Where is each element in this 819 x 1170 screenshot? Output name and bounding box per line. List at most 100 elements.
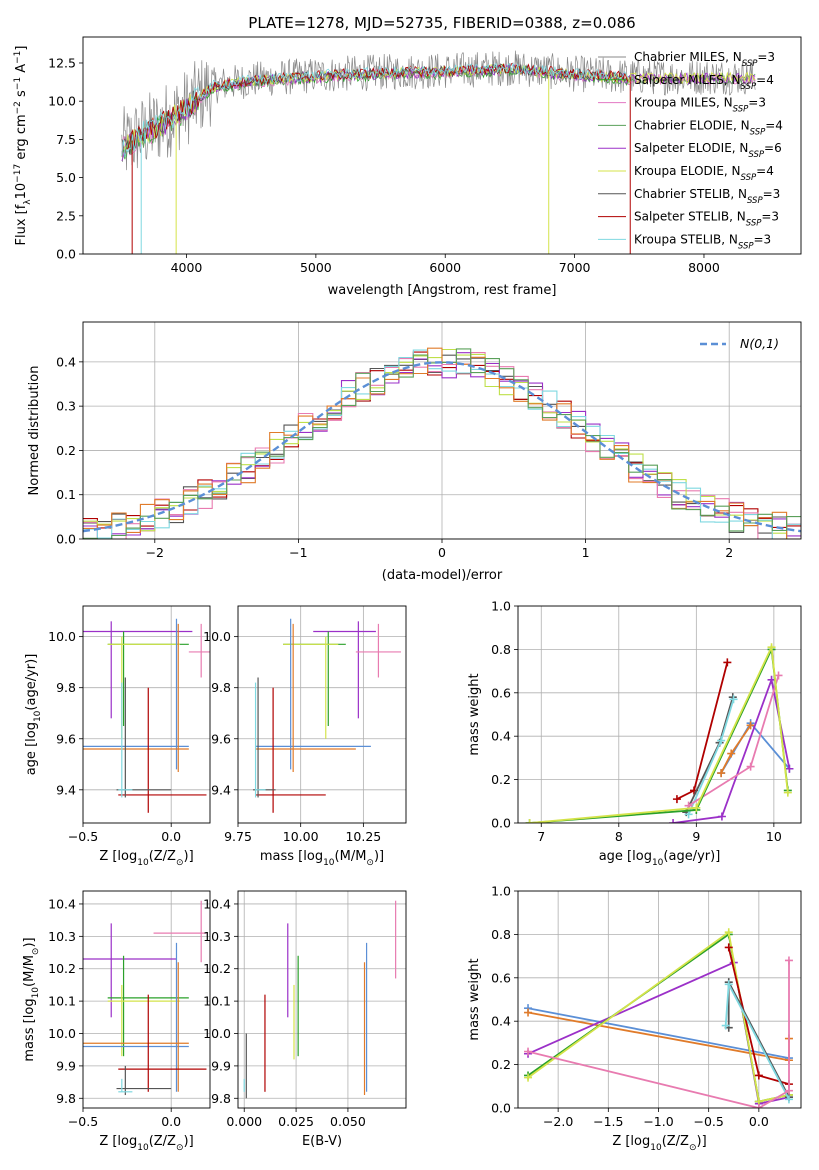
y-tick-label: 1.0 (491, 599, 511, 614)
legend-suffix: =4 (765, 118, 783, 132)
legend-entry: Salpeter ELODIE, NSSP=6 (634, 141, 782, 160)
label-part: A (14, 64, 29, 77)
label-part: Normed distribution (27, 366, 42, 496)
legend-suffix: =4 (756, 73, 774, 87)
label-part: )] (710, 849, 720, 864)
y-tick-label: 0.2 (491, 772, 511, 787)
label-part: ⊙ (31, 948, 41, 956)
legend-name: Salpeter MILES, N (634, 73, 741, 87)
x-tick-label: 0 (438, 545, 446, 560)
mass-weight-point (717, 812, 726, 821)
residual-histogram-step (83, 354, 801, 539)
mass-weight-line (527, 930, 790, 1103)
y-tick-label: 0.8 (491, 927, 511, 942)
x-tick-label: 0.050 (330, 1114, 366, 1129)
mass-weight-point (525, 819, 534, 823)
mass-weight-point (784, 956, 793, 965)
model-spectrum-line (121, 62, 629, 158)
label-part: −2 (13, 101, 23, 114)
label-part: ⊙ (176, 1143, 184, 1153)
x-tick-label: 9 (692, 829, 700, 844)
y-tick-label: 9.6 (56, 731, 76, 746)
legend-name: Salpeter STELIB, N (634, 210, 746, 224)
age-vs-mass-panel: 9.75 10.00 10.25 9.4 9.6 9.8 10.0 mass [log10(M… (203, 605, 407, 868)
x-axis-label: Z [log10(Z/Z⊙)] (99, 1134, 193, 1153)
mass-weight-point (669, 819, 678, 823)
mass-weight-point (723, 658, 732, 667)
x-axis-label: age [log10(age/yr)] (599, 849, 721, 868)
y-tick-label: 10.2 (48, 961, 76, 976)
y-tick-label: 9.8 (211, 680, 231, 695)
legend-entry: Chabrier MILES, NSSP=3 (634, 50, 775, 69)
label-part: 10 (31, 987, 41, 999)
y-tick-label: 1.0 (491, 884, 511, 899)
label-part: (Z/Z (149, 849, 176, 864)
mass-weight-point (717, 769, 726, 778)
legend-entry: Salpeter MILES, NSSP=4 (634, 73, 774, 92)
legend-suffix: =3 (763, 187, 781, 201)
x-tick-label: −2.0 (543, 1114, 573, 1129)
legend-entry: Chabrier STELIB, NSSP=3 (634, 187, 780, 206)
label-part: mass weight (467, 958, 482, 1040)
observed-spectrum-line (121, 50, 756, 171)
mass-weight-point (746, 721, 755, 730)
y-tick-label: 10.0 (203, 629, 231, 644)
legend-entry: Kroupa ELODIE, NSSP=4 (634, 164, 774, 183)
y-tick-label: 0.3 (56, 399, 76, 414)
label-part: −1 (13, 77, 23, 90)
mass-weight-line (527, 1007, 790, 1059)
legend-sub: SSP (741, 82, 757, 92)
label-part: age/yr (24, 663, 39, 705)
label-part: −17 (13, 164, 23, 183)
axes-frame (237, 605, 407, 824)
x-tick-label: 7 (537, 829, 545, 844)
label-part: )] (697, 1134, 707, 1149)
legend-sub: SSP (741, 173, 757, 183)
x-tick-label: 0.0 (161, 829, 181, 844)
mass-weight-point (672, 795, 681, 804)
y-tick-label: 7.5 (56, 132, 76, 147)
x-tick-label: 7000 (559, 260, 591, 275)
y-tick-label: 10.2 (203, 961, 231, 976)
label-part: ( (24, 706, 39, 711)
plot-area (83, 322, 801, 539)
y-tick-label: 0.2 (491, 1057, 511, 1072)
x-axis-label: mass [log10(M/M⊙)] (260, 849, 384, 868)
y-tick-label: 10.4 (203, 896, 231, 911)
label-part: )] (184, 1134, 194, 1149)
legend-sub: SSP (748, 150, 764, 160)
label-part: (M/M (22, 955, 37, 987)
mass-weight-vs-age-panel: 7 8 9 10 0.0 0.2 0.4 0.6 0.8 1.0 mass weight age [l… (467, 599, 802, 868)
x-tick-label: 0.025 (278, 1114, 314, 1129)
x-tick-label: 10 (766, 829, 782, 844)
legend-name: Chabrier MILES, N (634, 50, 742, 64)
label-part: )] (184, 849, 194, 864)
label-part: 10 (14, 183, 29, 200)
mass-weight-point (721, 1021, 730, 1030)
legend-sub: SSP (733, 105, 749, 115)
y-axis-label: age [log10(age/yr)] (24, 654, 43, 776)
x-tick-label: −0.5 (68, 1114, 98, 1129)
legend-sub: SSP (747, 196, 763, 206)
x-tick-label: 9.75 (224, 829, 252, 844)
y-tick-label: 0.0 (491, 816, 511, 831)
legend-entry: Kroupa STELIB, NSSP=3 (634, 232, 771, 251)
legend-entry: Salpeter STELIB, NSSP=3 (634, 210, 779, 229)
y-tick-label: 10.3 (48, 929, 76, 944)
y-tick-label: 9.8 (56, 1091, 76, 1106)
mass-weight-point (524, 1047, 533, 1056)
residual-x-label: (data-model)/error (382, 568, 503, 583)
legend-entry: Kroupa MILES, NSSP=3 (634, 96, 766, 115)
label-part: mass [log (260, 849, 323, 864)
label-part: 10 (323, 858, 335, 868)
x-tick-label: 0.000 (226, 1114, 262, 1129)
y-tick-label: 0.6 (491, 970, 511, 985)
y-tick-label: 9.8 (211, 1091, 231, 1106)
normal-distribution-curve (83, 361, 801, 533)
y-axis-label: mass [log10(M/M⊙)] (22, 937, 41, 1061)
mass-weight-line (529, 643, 789, 823)
legend-name: Chabrier STELIB, N (634, 187, 747, 201)
axes-frame (82, 36, 802, 255)
mass-weight-point (754, 1071, 763, 1080)
x-tick-label: 0.0 (161, 1114, 181, 1129)
